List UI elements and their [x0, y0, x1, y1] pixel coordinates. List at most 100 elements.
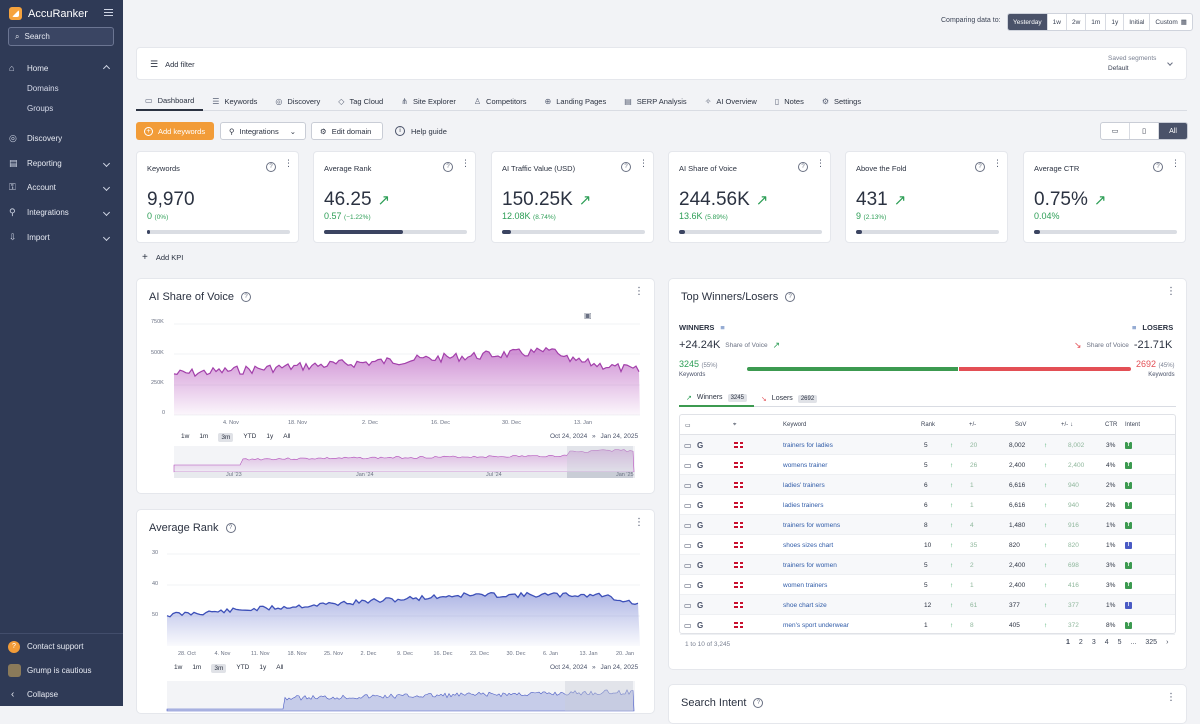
- more-options-icon[interactable]: ⋮: [1166, 286, 1176, 297]
- help-icon[interactable]: ?: [1153, 162, 1163, 172]
- tab-notes[interactable]: ▯ Notes: [766, 92, 813, 111]
- table-row[interactable]: ▭ G shoe chart size 12 ↑ 61 377 ↑ 377 1%…: [680, 595, 1175, 615]
- table-row[interactable]: ▭ G trainers for women 5 ↑ 2 2,400 ↑ 698…: [680, 555, 1175, 575]
- page-4[interactable]: 4: [1104, 639, 1109, 646]
- help-icon[interactable]: ?: [798, 162, 808, 172]
- table-row[interactable]: ▭ G shoes sizes chart 10 ↑ 35 820 ↑ 820 …: [680, 535, 1175, 555]
- more-options-icon[interactable]: ⋮: [993, 158, 1002, 168]
- help-guide-button[interactable]: i Help guide: [395, 126, 447, 136]
- more-options-icon[interactable]: ⋮: [1171, 158, 1180, 168]
- add-kpi-button[interactable]: + Add KPI: [142, 252, 183, 263]
- table-row[interactable]: ▭ G men's sport underwear 1 ↑ 8 405 ↑ 37…: [680, 615, 1175, 635]
- sidebar-item-domains[interactable]: Domains: [27, 84, 59, 93]
- tab-serp-analysis[interactable]: ▤ SERP Analysis: [615, 92, 695, 111]
- sidebar-item-groups[interactable]: Groups: [27, 104, 54, 113]
- kpi-card[interactable]: Average Rank ? ⋮ 46.25 ↗ 0.57 (−1.22%): [313, 151, 476, 243]
- more-options-icon[interactable]: ⋮: [461, 158, 470, 168]
- tab-losers[interactable]: ↘ Losers 2692: [754, 390, 824, 407]
- range-3m[interactable]: 3m: [218, 433, 234, 442]
- keyword-link[interactable]: men's sport underwear: [783, 621, 849, 629]
- tab-keywords[interactable]: ☰ Keywords: [203, 92, 266, 111]
- keyword-link[interactable]: trainers for ladies: [783, 441, 833, 449]
- header-sov[interactable]: SoV: [1015, 422, 1027, 428]
- tab-discovery[interactable]: ◎ Discovery: [266, 92, 329, 111]
- mobile-device-button[interactable]: ▯: [1129, 123, 1158, 139]
- compare-initial-button[interactable]: Initial: [1123, 14, 1149, 30]
- table-row[interactable]: ▭ G trainers for ladies 5 ↑ 20 8,002 ↑ 8…: [680, 435, 1175, 455]
- tab-site-explorer[interactable]: ⋔ Site Explorer: [392, 92, 465, 111]
- page-2[interactable]: 2: [1078, 639, 1083, 646]
- keyword-link[interactable]: ladies trainers: [783, 501, 824, 509]
- tab-landing-pages[interactable]: ⊕ Landing Pages: [535, 92, 615, 111]
- help-icon[interactable]: ?: [225, 523, 236, 533]
- menu-icon[interactable]: [104, 9, 113, 16]
- range-1m[interactable]: 1m: [192, 664, 202, 671]
- keyword-link[interactable]: shoes sizes chart: [783, 541, 834, 549]
- more-options-icon[interactable]: ⋮: [284, 158, 293, 168]
- help-icon[interactable]: ?: [241, 292, 251, 302]
- contact-support-link[interactable]: ? Contact support: [0, 640, 123, 653]
- status-item[interactable]: Grump is cautious: [0, 664, 123, 677]
- range-1y[interactable]: 1y: [259, 664, 267, 671]
- tab-dashboard[interactable]: ▭ Dashboard: [136, 92, 204, 111]
- keyword-link[interactable]: trainers for women: [783, 561, 837, 569]
- header-rank[interactable]: Rank: [921, 422, 936, 428]
- keyword-link[interactable]: women trainers: [783, 581, 828, 589]
- sidebar-item-discovery[interactable]: ◎ Discovery: [0, 132, 123, 144]
- download-image-icon[interactable]: ▣: [584, 311, 592, 320]
- tab-competitors[interactable]: ♙ Competitors: [465, 92, 536, 111]
- help-icon[interactable]: ?: [266, 162, 276, 172]
- edit-domain-button[interactable]: ⚙ Edit domain: [311, 122, 383, 140]
- tab-tag-cloud[interactable]: ◇ Tag Cloud: [329, 92, 392, 111]
- sidebar-item-integrations[interactable]: ⚲ Integrations: [0, 206, 123, 218]
- saved-segments-dropdown[interactable]: Saved segments Default: [1108, 54, 1173, 74]
- page-5[interactable]: 5: [1117, 639, 1122, 646]
- range-ytd[interactable]: YTD: [236, 664, 250, 671]
- range-1w[interactable]: 1w: [181, 433, 190, 440]
- sidebar-item-reporting[interactable]: ▤ Reporting: [0, 157, 123, 169]
- kpi-card[interactable]: Keywords ? ⋮ 9,970 0 (0%): [136, 151, 299, 243]
- kpi-card[interactable]: AI Traffic Value (USD) ? ⋮ 150.25K ↗ 12.0…: [491, 151, 654, 243]
- help-icon[interactable]: ?: [753, 698, 764, 708]
- next-page-icon[interactable]: ›: [1166, 639, 1169, 646]
- range-1w[interactable]: 1w: [174, 664, 183, 671]
- range-1y[interactable]: 1y: [266, 433, 274, 440]
- header-keyword[interactable]: Keyword: [783, 422, 807, 428]
- range-all[interactable]: All: [283, 433, 291, 440]
- filter-list-icon[interactable]: ≡: [720, 323, 725, 332]
- all-devices-button[interactable]: All: [1158, 123, 1187, 139]
- app-logo[interactable]: AccuRanker: [9, 7, 88, 20]
- range-ytd[interactable]: YTD: [243, 433, 257, 440]
- kpi-card[interactable]: Average CTR ? ⋮ 0.75% ↗ 0.04%: [1023, 151, 1186, 243]
- header-sov-delta[interactable]: +/- ↓: [1061, 415, 1073, 435]
- collapse-button[interactable]: ‹ Collapse: [0, 688, 123, 701]
- keyword-link[interactable]: trainers for womens: [783, 521, 841, 529]
- sidebar-item-import[interactable]: ⇩ Import: [0, 231, 123, 243]
- table-row[interactable]: ▭ G trainers for womens 8 ↑ 4 1,480 ↑ 91…: [680, 515, 1175, 535]
- more-options-icon[interactable]: ⋮: [1166, 692, 1176, 703]
- desktop-device-button[interactable]: ▭: [1101, 123, 1129, 139]
- page-325[interactable]: 325: [1145, 639, 1158, 646]
- table-row[interactable]: ▭ G women trainers 5 ↑ 1 2,400 ↑ 416 3% …: [680, 575, 1175, 595]
- add-filter-button[interactable]: ☰ Add filter: [150, 59, 195, 70]
- compare-2w-button[interactable]: 2w: [1065, 14, 1085, 30]
- kpi-card[interactable]: AI Share of Voice ? ⋮ 244.56K ↗ 13.6K (5.…: [668, 151, 831, 243]
- add-keywords-button[interactable]: + Add keywords: [136, 122, 214, 140]
- header-rank-delta[interactable]: +/-: [969, 422, 977, 428]
- compare-1y-button[interactable]: 1y: [1105, 14, 1123, 30]
- sov-date-range[interactable]: Oct 24, 2024 » Jan 24, 2025: [550, 433, 639, 440]
- range-all[interactable]: All: [276, 664, 284, 671]
- keyword-link[interactable]: ladies' trainers: [783, 481, 825, 489]
- rank-date-range[interactable]: Oct 24, 2024 » Jan 24, 2025: [550, 664, 639, 671]
- kpi-card[interactable]: Above the Fold ? ⋮ 431 ↗ 9 (2.13%): [845, 151, 1008, 243]
- page-3[interactable]: 3: [1091, 639, 1096, 646]
- help-icon[interactable]: ?: [621, 162, 631, 172]
- header-intent[interactable]: Intent: [1125, 422, 1141, 428]
- table-row[interactable]: ▭ G womens trainer 5 ↑ 26 2,400 ↑ 2,400 …: [680, 455, 1175, 475]
- tab-winners[interactable]: ↗ Winners 3245: [679, 390, 754, 407]
- table-row[interactable]: ▭ G ladies' trainers 6 ↑ 1 6,616 ↑ 940 2…: [680, 475, 1175, 495]
- tab-settings[interactable]: ⚙ Settings: [813, 92, 870, 111]
- help-icon[interactable]: ?: [785, 292, 796, 302]
- keyword-link[interactable]: womens trainer: [783, 461, 828, 469]
- range-1m[interactable]: 1m: [199, 433, 209, 440]
